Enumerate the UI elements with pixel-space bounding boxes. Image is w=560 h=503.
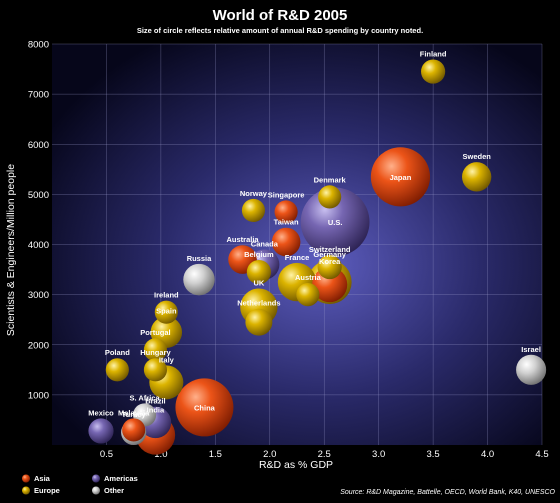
bubble-label: Sweden [462, 152, 491, 161]
bubble-korea [312, 267, 348, 303]
legend-swatch [22, 474, 30, 483]
x-tick-label: 2.5 [318, 449, 331, 460]
x-tick-label: 1.5 [209, 449, 222, 460]
bubble-label: Germany [313, 250, 346, 259]
bubble-label: Denmark [314, 175, 347, 184]
x-tick-label: 2.0 [263, 449, 276, 460]
bubble-label: Brazil [145, 397, 165, 406]
bubble-label: Switzerland [309, 245, 351, 254]
bubble-label: Hungary [140, 348, 171, 357]
x-tick-label: 4.5 [535, 449, 548, 460]
bubble-label: Norway [240, 189, 268, 198]
bubble-norway [241, 198, 266, 222]
bubble-label: Malaysia [118, 408, 150, 417]
bubble-label: Poland [105, 348, 130, 357]
bubble-label: UK [253, 278, 264, 287]
bubble-denmark [318, 185, 342, 209]
y-tick-label: 7000 [28, 90, 49, 101]
x-axis-label: R&D as % GDP [259, 459, 333, 471]
bubble-finland [421, 59, 446, 84]
bubble-label: U.S. [328, 218, 343, 227]
legend-label: Europe [34, 486, 60, 495]
x-tick-label: 1.0 [154, 449, 167, 460]
bubble-poland [105, 358, 129, 382]
bubble-label: Netherlands [237, 299, 280, 308]
bubble-label: Japan [390, 173, 412, 182]
bubble-label: Israel [521, 345, 541, 354]
legend-swatch [22, 486, 30, 495]
bubble-label: Portugal [140, 328, 170, 337]
bubble-netherlands [245, 308, 273, 336]
y-tick-label: 1000 [28, 390, 49, 401]
bubble-label: Italy [159, 355, 175, 364]
bubble-mexico [88, 418, 114, 444]
chart-title: World of R&D 2005 [213, 7, 348, 24]
x-tick-labels: 0.5 1.0 1.5 2.0 2.5 3.0 3.5 4.0 4.5 [100, 449, 549, 460]
bubble-label: Korea [319, 257, 341, 266]
x-tick-label: 3.0 [372, 449, 385, 460]
bubble-label: Mexico [88, 408, 114, 417]
bubble-austria [296, 283, 320, 307]
bubble-malaysia [122, 418, 146, 442]
bubble-sweden [461, 162, 492, 192]
bubble-israel [516, 354, 547, 385]
y-tick-label: 8000 [28, 40, 49, 51]
x-tick-label: 3.5 [427, 449, 440, 460]
bubble-labels: Finland Japan Sweden Denmark SingaporeNorway… [88, 49, 541, 418]
bubble-label: India [147, 405, 165, 414]
bubble-japan [370, 147, 431, 207]
legend-swatch [92, 486, 100, 495]
y-tick-label: 3000 [28, 290, 49, 301]
bubble-label: Turkey [122, 410, 147, 419]
bubble-label: Australia [227, 235, 260, 244]
y-tick-label: 2000 [28, 340, 49, 351]
grid [52, 43, 543, 445]
bubble-label: Singapore [268, 190, 305, 199]
legend-label: Americas [104, 474, 138, 483]
bubble-label: Taiwan [274, 218, 299, 227]
bubble-label: Russia [187, 254, 212, 263]
bubble-label: Spain [156, 306, 177, 315]
bubble-portugal [143, 338, 168, 362]
bubble-switzerland [317, 254, 342, 280]
y-tick-label: 6000 [28, 140, 49, 151]
bubble-label: Canada [251, 240, 279, 249]
bubble-label: Ireland [154, 291, 179, 300]
legend-label: Other [104, 486, 124, 495]
bubble-u-s- [300, 187, 370, 257]
y-tick-label: 5000 [28, 190, 49, 201]
chart-subtitle: Size of circle reflects relative amount … [137, 26, 423, 35]
legend-label: Asia [34, 474, 51, 483]
bubble-china [175, 378, 234, 437]
y-axis-label: Scientists & Engineers/Million people [5, 164, 17, 336]
y-tick-labels: 1000 2000 3000 4000 5000 6000 7000 8000 [28, 40, 49, 402]
y-tick-label: 4000 [28, 240, 49, 251]
legend: Asia Americas Europe Other [22, 474, 138, 495]
bubble-hungary [143, 358, 168, 382]
bubble-label: S. Africa [129, 393, 160, 402]
bubble-singapore [274, 200, 298, 224]
bubble-ireland [154, 300, 178, 324]
bubble-label: Belgium [244, 250, 274, 259]
bubble-label: France [285, 253, 310, 262]
bubbles [88, 59, 547, 455]
source-note: Source: R&D Magazine, Battelle, OECD, Wo… [340, 489, 555, 496]
x-tick-label: 0.5 [100, 449, 113, 460]
bubble-russia [183, 263, 215, 296]
bubble-label: Austria [295, 273, 322, 282]
bubble-label: Finland [420, 49, 447, 58]
bubble-taiwan [271, 227, 301, 257]
bubble-label: China [194, 403, 216, 412]
bubble-belgium [246, 259, 271, 285]
legend-swatch [92, 474, 100, 483]
x-tick-label: 4.0 [481, 449, 494, 460]
